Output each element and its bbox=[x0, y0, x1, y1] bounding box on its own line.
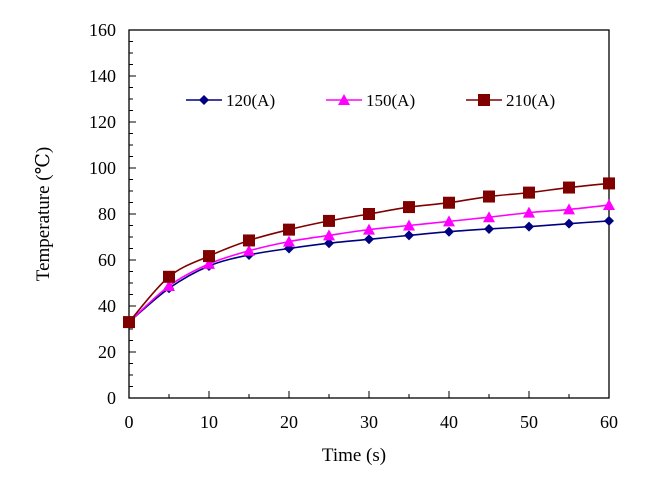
series-line-210(A) bbox=[128, 182, 610, 323]
legend-label: 120(A) bbox=[226, 91, 275, 110]
data-point bbox=[483, 190, 495, 203]
legend-marker bbox=[478, 94, 490, 106]
data-point bbox=[163, 270, 175, 283]
data-point bbox=[444, 226, 454, 237]
data-point bbox=[564, 218, 574, 229]
data-point bbox=[283, 223, 295, 236]
data-point bbox=[484, 223, 494, 234]
y-tick-label: 140 bbox=[89, 66, 116, 86]
data-point bbox=[243, 244, 255, 256]
legend-marker bbox=[338, 94, 350, 105]
y-tick-label: 40 bbox=[98, 296, 116, 316]
y-tick-label: 80 bbox=[98, 204, 116, 224]
x-tick-label: 30 bbox=[360, 412, 378, 432]
y-tick-label: 160 bbox=[89, 20, 116, 40]
y-tick-label: 60 bbox=[98, 250, 116, 270]
legend-label: 210(A) bbox=[506, 91, 555, 110]
x-tick-label: 20 bbox=[280, 412, 298, 432]
y-tick-label: 120 bbox=[89, 112, 116, 132]
data-point bbox=[363, 223, 375, 235]
data-point bbox=[443, 196, 455, 209]
data-point bbox=[603, 177, 615, 190]
data-point bbox=[563, 203, 575, 215]
legend-marker bbox=[199, 95, 209, 105]
data-point bbox=[243, 234, 255, 247]
data-point bbox=[324, 238, 334, 249]
data-point bbox=[563, 181, 575, 194]
data-point bbox=[524, 221, 534, 232]
x-tick-label: 10 bbox=[200, 412, 218, 432]
series-line-150(A) bbox=[128, 204, 610, 323]
data-point bbox=[323, 229, 335, 241]
data-point bbox=[203, 257, 215, 269]
data-point bbox=[163, 279, 175, 291]
data-point bbox=[604, 215, 614, 226]
data-point bbox=[123, 316, 135, 329]
data-point bbox=[363, 208, 375, 220]
x-axis-label: Time (s) bbox=[322, 445, 386, 466]
data-point bbox=[483, 211, 495, 223]
data-point bbox=[403, 219, 415, 231]
x-tick-label: 0 bbox=[125, 412, 134, 432]
x-tick-label: 40 bbox=[440, 412, 458, 432]
y-tick-label: 0 bbox=[107, 388, 116, 408]
data-point bbox=[523, 186, 535, 199]
legend-label: 150(A) bbox=[366, 91, 415, 110]
data-point bbox=[203, 250, 215, 263]
x-tick-label: 50 bbox=[520, 412, 538, 432]
data-point bbox=[443, 215, 455, 227]
data-point bbox=[403, 201, 415, 214]
data-point bbox=[283, 235, 295, 247]
data-point bbox=[603, 199, 615, 211]
x-tick-label: 60 bbox=[600, 412, 618, 432]
data-point bbox=[404, 230, 414, 241]
data-point bbox=[364, 234, 374, 245]
data-point bbox=[523, 206, 535, 218]
y-tick-label: 100 bbox=[89, 158, 116, 178]
data-point bbox=[323, 214, 335, 227]
y-tick-label: 20 bbox=[98, 342, 116, 362]
y-axis-label: Temperature (℃) bbox=[33, 147, 54, 281]
